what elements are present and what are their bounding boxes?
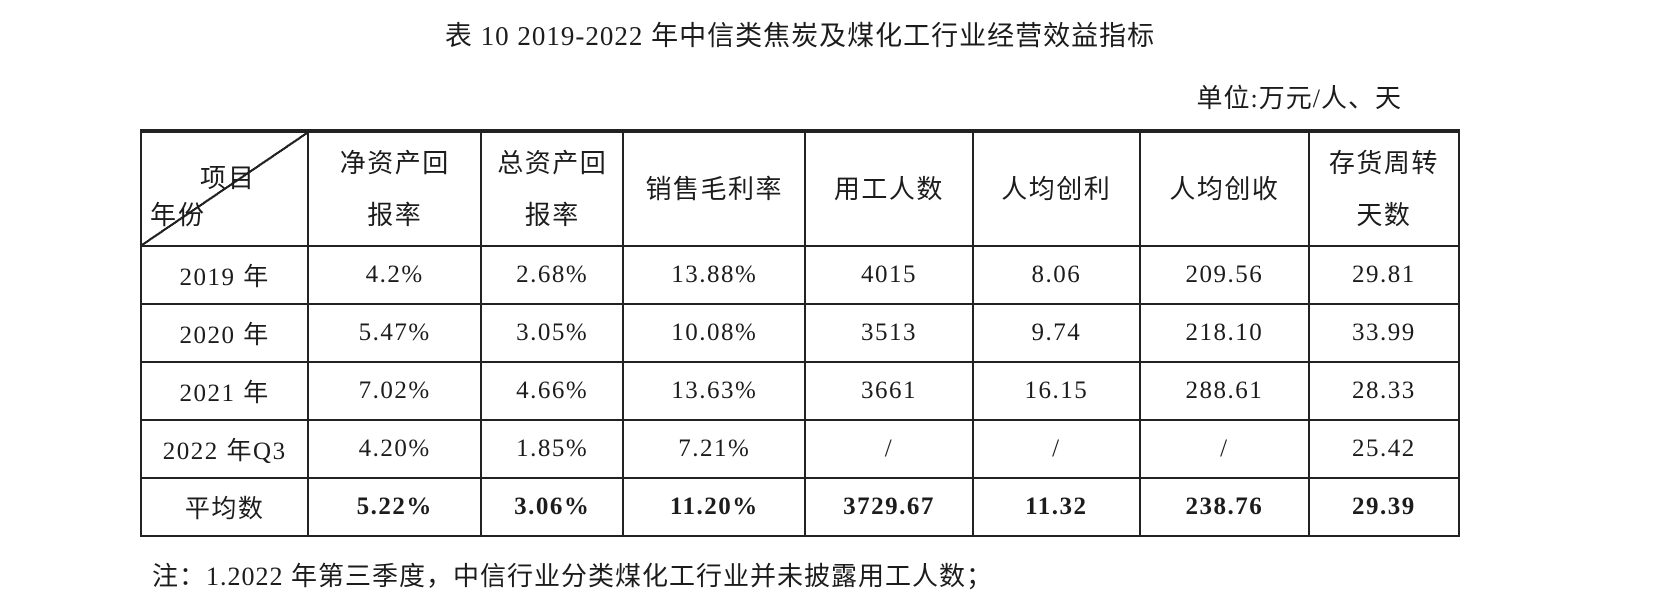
row-label: 平均数 <box>139 477 310 537</box>
column-header-text: 净资产回 报率 <box>339 148 450 230</box>
unit-label: 单位:万元/人、天 <box>1196 84 1402 113</box>
table-row: 平均数 5.22% 3.06% 11.20% 3729.67 11.32 238.76 29.… <box>139 477 1461 537</box>
document-page: 表 10 2019-2022 年中信类焦炭及煤化工行业经营效益指标 单位:万元/… <box>139 0 1461 593</box>
cell-value: 209.56 <box>1139 245 1310 305</box>
cell-value: / <box>971 419 1142 479</box>
column-header: 用工人数 <box>804 130 974 247</box>
cell-value: 9.74 <box>971 303 1142 363</box>
cell-value: 3513 <box>804 303 974 363</box>
column-header-text: 总资产回 报率 <box>497 148 608 230</box>
cell-value: 4.20% <box>307 419 483 479</box>
cell-value: 13.88% <box>622 245 807 305</box>
cell-value: 11.20% <box>622 477 807 537</box>
cell-value: 11.32 <box>971 477 1142 537</box>
cell-value: 29.81 <box>1307 245 1461 305</box>
table-header-row: 项目 年份 净资产回 报率 总资产回 报率 销售毛利率 用工人数 人均创利 人均创收 存货周转天… <box>139 130 1461 247</box>
cell-value: 13.63% <box>622 361 807 421</box>
cell-value: 5.47% <box>307 303 483 363</box>
table-row: 2019 年 4.2% 2.68% 13.88% 4015 8.06 209.56 29.81 <box>139 245 1461 305</box>
column-header: 总资产回 报率 <box>480 130 625 247</box>
cell-value: 238.76 <box>1139 477 1310 537</box>
cell-value: 7.21% <box>622 419 807 479</box>
column-header-text: 人均创利 <box>1001 174 1112 204</box>
cell-value: 3729.67 <box>804 477 974 537</box>
column-header: 净资产回 报率 <box>307 130 483 247</box>
column-header-text: 存货周转 天数 <box>1328 148 1439 230</box>
page-title: 表 10 2019-2022 年中信类焦炭及煤化工行业经营效益指标 <box>444 21 1156 51</box>
cell-value: 3.05% <box>480 303 625 363</box>
table-row: 2020 年 5.47% 3.05% 10.08% 3513 9.74 218.10 33.9… <box>139 303 1461 363</box>
cell-value: 288.61 <box>1139 361 1310 421</box>
cell-value: 10.08% <box>622 303 807 363</box>
cell-value: 3661 <box>804 361 974 421</box>
cell-value: 1.85% <box>480 419 625 479</box>
column-header: 人均创收 <box>1139 130 1310 247</box>
table-body: 2019 年 4.2% 2.68% 13.88% 4015 8.06 209.56 29.81… <box>139 245 1461 537</box>
footnote: 注：1.2022 年第三季度，中信行业分类煤化工行业并未披露用工人数； <box>152 562 994 591</box>
table-row: 2021 年 7.02% 4.66% 13.63% 3661 16.15 288.61 28.… <box>139 361 1461 421</box>
row-label: 2020 年 <box>139 303 310 363</box>
column-header-text: 人均创收 <box>1169 174 1280 204</box>
cell-value: 25.42 <box>1307 419 1461 479</box>
cell-value: 7.02% <box>307 361 483 421</box>
cell-value: 16.15 <box>971 361 1142 421</box>
industry-benchmark-table: 项目 年份 净资产回 报率 总资产回 报率 销售毛利率 用工人数 人均创利 人均创收 存货周转天… <box>139 129 1461 537</box>
column-header: 人均创利 <box>971 130 1142 247</box>
cell-value: 4015 <box>804 245 974 305</box>
corner-cell: 项目 年份 <box>139 130 310 247</box>
cell-value: 29.39 <box>1307 477 1461 537</box>
cell-value: 28.33 <box>1307 361 1461 421</box>
cell-value: / <box>1139 419 1310 479</box>
row-label: 2022 年Q3 <box>139 419 310 479</box>
cell-value: 8.06 <box>971 245 1142 305</box>
cell-value: 2.68% <box>480 245 625 305</box>
corner-label-year: 年份 <box>150 201 207 230</box>
column-header: 销售毛利率 <box>622 130 807 247</box>
row-label: 2021 年 <box>139 361 310 421</box>
cell-value: 218.10 <box>1139 303 1310 363</box>
cell-value: 5.22% <box>307 477 483 537</box>
cell-value: 33.99 <box>1307 303 1461 363</box>
table-row: 2022 年Q3 4.20% 1.85% 7.21% / //25.42 <box>139 419 1461 479</box>
column-header-text: 用工人数 <box>833 174 944 204</box>
corner-label-item: 项目 <box>200 164 257 193</box>
row-label: 2019 年 <box>139 245 310 305</box>
cell-value: 3.06% <box>480 477 625 537</box>
cell-value: 4.2% <box>307 245 483 305</box>
column-header: 存货周转 天数 <box>1307 130 1461 247</box>
cell-value: 4.66% <box>480 361 625 421</box>
column-header-text: 销售毛利率 <box>645 174 784 204</box>
cell-value: / <box>804 419 974 479</box>
